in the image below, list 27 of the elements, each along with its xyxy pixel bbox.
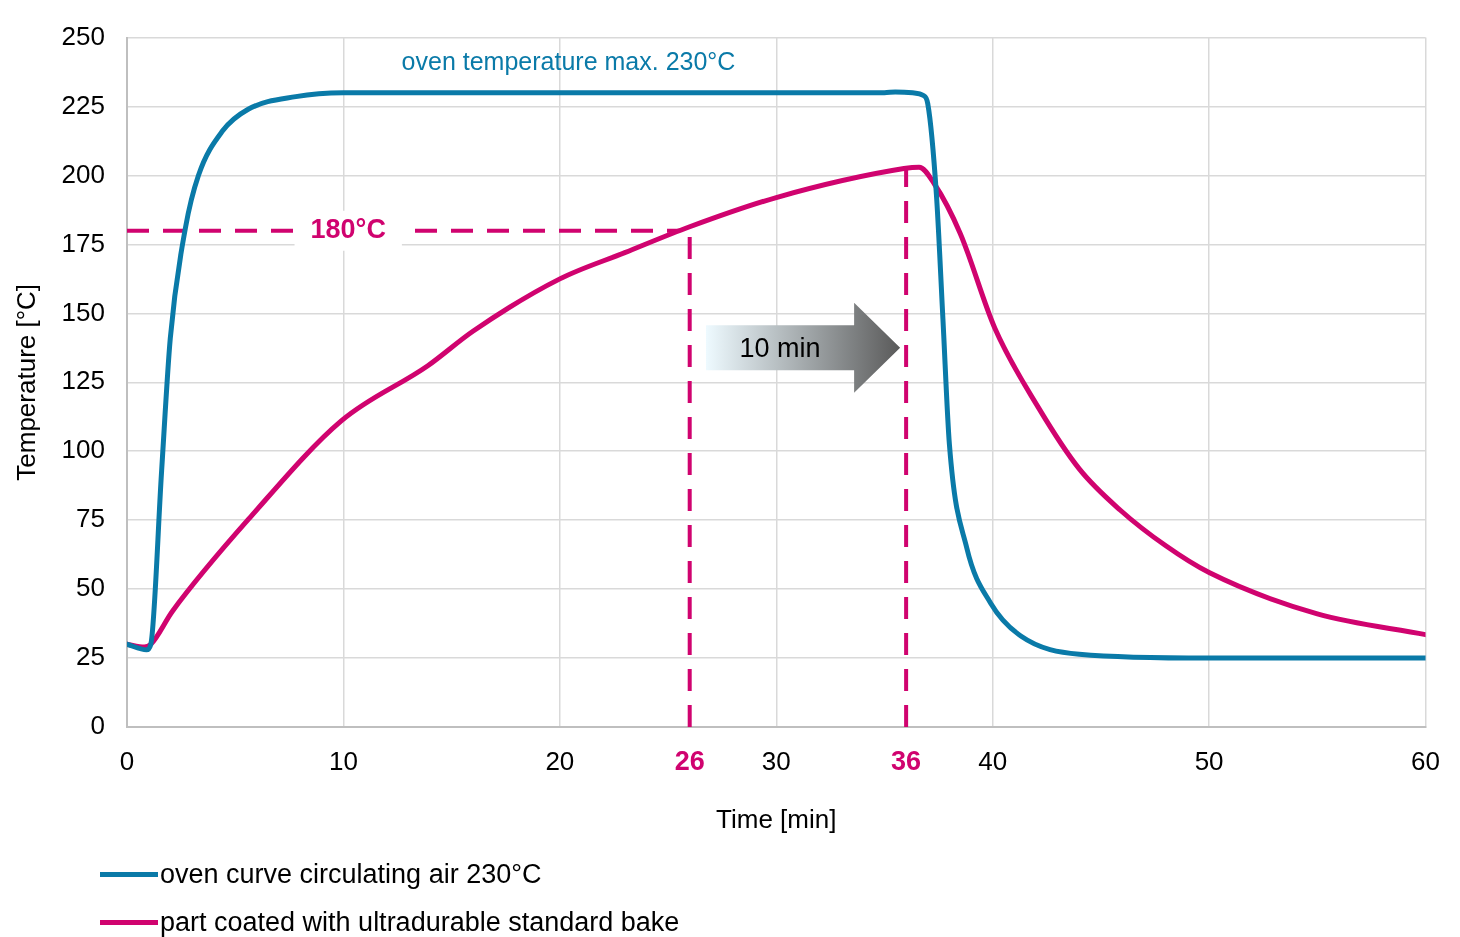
y-tick-label: 50 <box>76 572 105 603</box>
annotation: 10 min <box>739 332 821 364</box>
y-tick-label: 200 <box>61 158 105 189</box>
y-tick-label: 0 <box>90 710 105 741</box>
y-tick-label: 225 <box>61 89 105 120</box>
y-tick-label: 250 <box>61 20 105 51</box>
x-axis-title: Time [min] <box>716 803 837 834</box>
legend-label: oven curve circulating air 230°C <box>160 858 542 890</box>
y-tick-label: 25 <box>76 641 105 672</box>
y-tick-label: 175 <box>61 227 105 258</box>
y-tick-label: 125 <box>61 365 105 396</box>
x-tick-label: 60 <box>1411 745 1440 776</box>
ref-line-label: 26 <box>674 745 705 776</box>
y-tick-label: 150 <box>61 296 105 327</box>
x-tick-label: 30 <box>761 745 791 776</box>
x-tick-label: 20 <box>545 745 575 776</box>
ref-line-label: 180°C <box>310 214 386 245</box>
x-tick-label: 40 <box>978 745 1008 776</box>
x-tick-label: 50 <box>1194 745 1224 776</box>
x-tick-label: 10 <box>328 745 358 776</box>
annotation: oven temperature max. 230°C <box>401 47 736 76</box>
y-tick-label: 75 <box>76 503 105 534</box>
y-axis-title: Temperature [°C] <box>10 283 41 481</box>
x-tick-label: 0 <box>119 745 135 776</box>
y-tick-label: 100 <box>61 434 105 465</box>
legend-label: part coated with ultradurable standard bake <box>160 906 680 937</box>
ref-line-label: 36 <box>891 745 922 776</box>
